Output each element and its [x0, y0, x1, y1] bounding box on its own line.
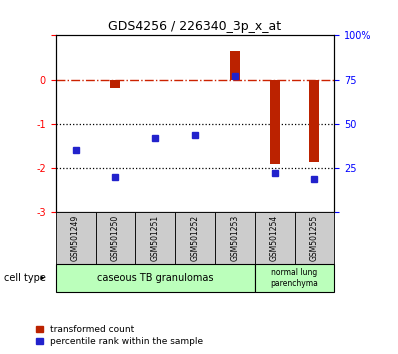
Bar [56, 264, 255, 292]
Legend: transformed count, percentile rank within the sample: transformed count, percentile rank withi… [36, 325, 203, 346]
Bar [56, 212, 96, 264]
Bar [110, 80, 120, 87]
Text: GSM501251: GSM501251 [151, 215, 160, 261]
Bar [175, 212, 215, 264]
Text: GSM501255: GSM501255 [310, 215, 319, 261]
Bar [255, 264, 334, 292]
Text: normal lung
parenchyma: normal lung parenchyma [271, 268, 318, 287]
Bar [255, 212, 295, 264]
Text: GSM501253: GSM501253 [230, 215, 239, 261]
Bar [309, 80, 319, 161]
Text: GSM501249: GSM501249 [71, 215, 80, 261]
Text: cell type: cell type [4, 273, 46, 283]
Text: caseous TB granulomas: caseous TB granulomas [97, 273, 213, 283]
Title: GDS4256 / 226340_3p_x_at: GDS4256 / 226340_3p_x_at [109, 20, 281, 33]
Bar [96, 212, 135, 264]
Bar [215, 212, 255, 264]
Bar [135, 212, 175, 264]
Text: GSM501252: GSM501252 [191, 215, 199, 261]
Polygon shape [41, 275, 45, 280]
Text: GSM501250: GSM501250 [111, 215, 120, 261]
Bar [270, 80, 279, 164]
Bar [295, 212, 334, 264]
Text: GSM501254: GSM501254 [270, 215, 279, 261]
Bar [230, 51, 240, 80]
